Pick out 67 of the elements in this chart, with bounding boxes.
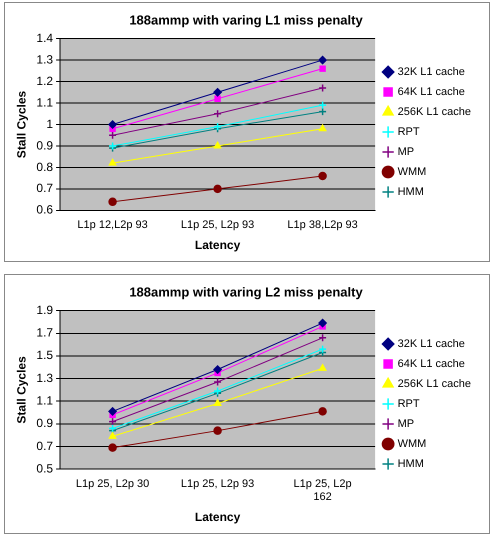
- y-tick-label: 0.8: [36, 160, 54, 174]
- y-tick-label: 0.6: [36, 202, 54, 217]
- point: [108, 120, 117, 129]
- point: [213, 378, 222, 386]
- point: [108, 407, 117, 416]
- y-tick-label: 0.9: [36, 138, 54, 152]
- y-axis-title: Stall Cycles: [14, 356, 29, 424]
- x-tick-label: L1p 25, L2p 30: [76, 478, 150, 490]
- legend-label: WMM: [398, 438, 426, 450]
- legend-label: MP: [398, 146, 414, 158]
- y-tick-label: 1.5: [36, 348, 54, 362]
- point: [108, 158, 116, 166]
- legend-label: 64K L1 cache: [398, 86, 465, 98]
- x-axis-title: Latency: [194, 510, 241, 524]
- point: [319, 65, 326, 72]
- point: [318, 407, 327, 416]
- legend-label: RPT: [398, 398, 420, 410]
- y-tick-label: 1: [46, 116, 54, 131]
- y-tick-label: 0.9: [36, 416, 54, 430]
- y-tick-label: 0.7: [36, 438, 54, 453]
- point: [318, 318, 327, 328]
- y-tick-label: 1.1: [36, 95, 54, 110]
- y-tick-label: 1.9: [36, 302, 54, 317]
- x-tick-label: L1p 12,L2p 93: [77, 219, 148, 232]
- point: [213, 426, 222, 435]
- point: [214, 142, 222, 148]
- point: [318, 364, 326, 371]
- legend-label: 32K L1 cache: [398, 66, 465, 78]
- y-tick-label: 1.3: [36, 370, 54, 385]
- legend-label: WMM: [398, 166, 426, 178]
- chart-title: 188ammp with varing L1 miss penalty: [129, 12, 364, 28]
- point: [108, 432, 116, 439]
- x-axis-title: Latency: [194, 238, 241, 252]
- y-tick-label: 1.4: [36, 30, 54, 45]
- y-tick-label: 1.1: [36, 394, 54, 408]
- x-tick-label: L1p 25, L2p 93: [180, 219, 254, 232]
- point: [213, 184, 222, 194]
- point: [213, 110, 222, 118]
- legend-label: 32K L1 cache: [398, 338, 465, 350]
- point: [108, 198, 117, 206]
- x-tick-label: L1p 25, L2p 93: [180, 478, 254, 490]
- point: [318, 172, 327, 180]
- point: [213, 386, 222, 396]
- legend-label: HMM: [398, 458, 424, 470]
- point: [318, 56, 327, 64]
- y-tick-label: 1.2: [36, 74, 54, 88]
- legend-label: 256K L1 cache: [398, 106, 471, 118]
- legend-label: HMM: [398, 186, 424, 198]
- y-tick-label: 0.5: [36, 462, 54, 476]
- legend-label: 256K L1 cache: [398, 378, 471, 390]
- y-tick-label: 1.7: [36, 326, 54, 340]
- point: [214, 399, 222, 406]
- x-tick-label: L1p 38,L2p 93: [287, 219, 358, 232]
- y-tick-label: 1.3: [36, 52, 54, 66]
- point: [213, 365, 222, 374]
- legend-label: RPT: [398, 126, 420, 138]
- legend-label: MP: [398, 418, 414, 430]
- point: [318, 124, 326, 132]
- legend-label: 64K L1 cache: [398, 358, 465, 370]
- point: [213, 122, 222, 131]
- x-tick-label: L1p 25, L2p 162: [294, 478, 352, 504]
- point: [213, 88, 222, 97]
- y-axis-title: Stall Cycles: [14, 90, 29, 158]
- point: [214, 96, 221, 102]
- point: [108, 443, 117, 452]
- chart-title: 188ammp with varing L2 miss penalty: [129, 284, 364, 300]
- y-tick-label: 0.7: [36, 181, 54, 196]
